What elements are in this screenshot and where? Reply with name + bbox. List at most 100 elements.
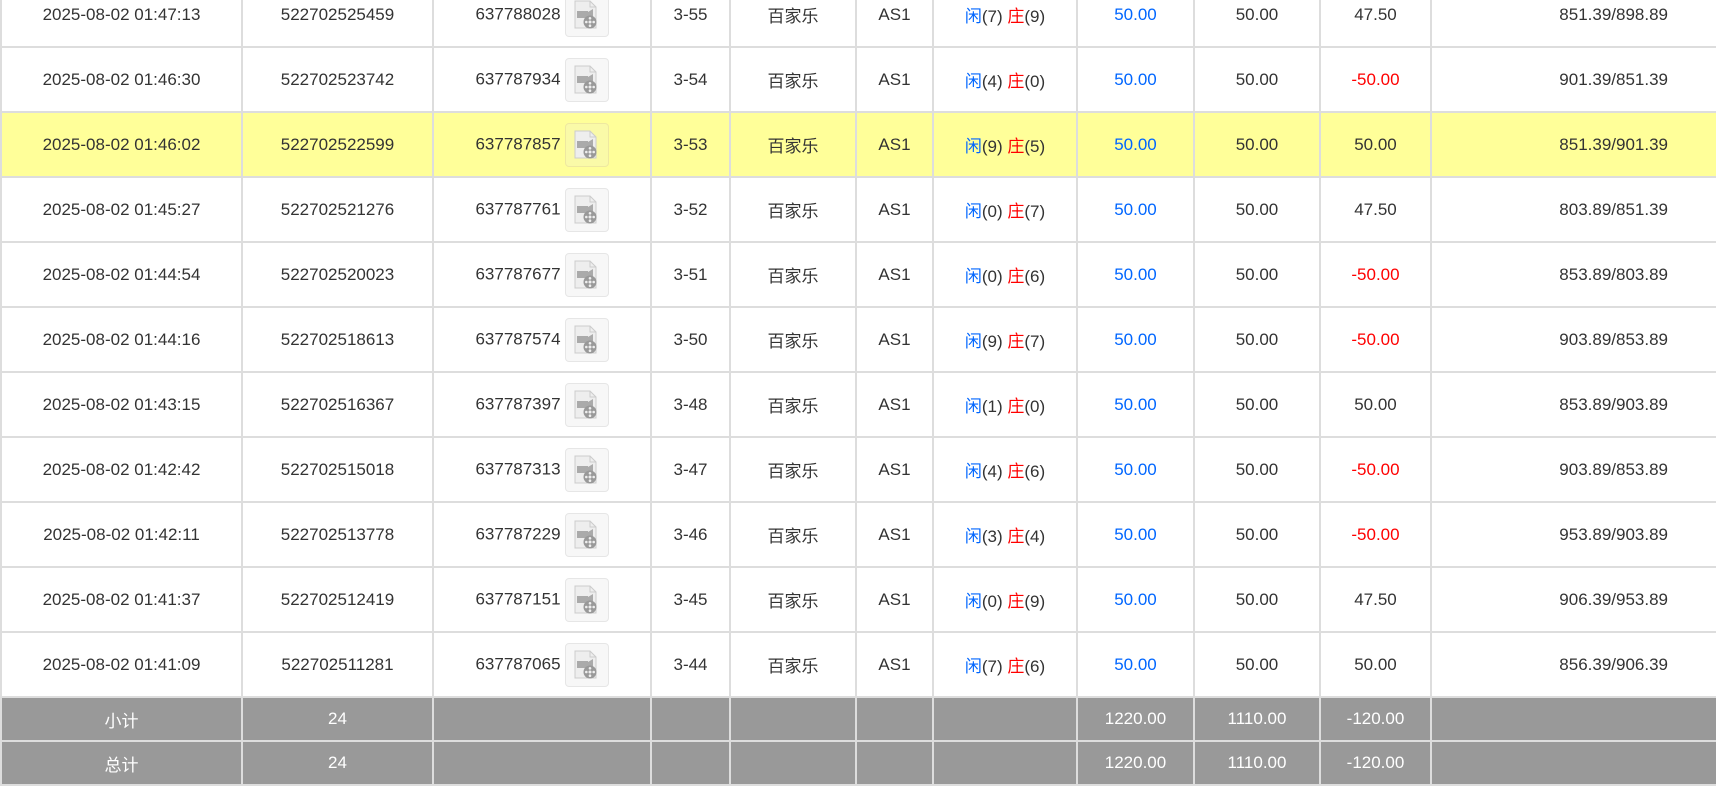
video-replay-icon[interactable] [564,512,609,557]
banker-points: (0) [1024,72,1046,91]
player-label: 闲 [964,7,982,26]
total-win: -120.00 [1319,740,1432,786]
valid-bet: 50.00 [1193,436,1321,503]
win-loss: -50.00 [1319,436,1432,503]
banker-points: (9) [1024,7,1046,26]
subtotal-count: 24 [241,696,434,742]
game-name: 百家乐 [729,241,857,308]
valid-bet: 50.00 [1193,111,1321,178]
shoe-round: 3-53 [650,111,731,178]
round-id-cell: 637788028 [432,0,652,48]
bet-id: 522702521276 [241,176,434,243]
bet-amount: 50.00 [1076,176,1195,243]
table-row: 2025-08-02 01:44:16 522702518613 6377875… [0,306,1716,373]
valid-bet: 50.00 [1193,46,1321,113]
banker-points: (6) [1024,657,1046,676]
bet-id: 522702515018 [241,436,434,503]
video-replay-icon[interactable] [564,252,609,297]
video-replay-icon[interactable] [564,577,609,622]
player-points: (7) [981,657,1003,676]
shoe-round: 3-52 [650,176,731,243]
banker-label: 庄 [1007,202,1025,221]
player-points: (9) [981,137,1003,156]
table-row: 2025-08-02 01:43:15 522702516367 6377873… [0,371,1716,438]
bet-time: 2025-08-02 01:41:37 [0,566,243,633]
shoe-round: 3-51 [650,241,731,308]
bet-time: 2025-08-02 01:45:27 [0,176,243,243]
result-cell: 闲(7) 庄(6) [932,631,1078,698]
banker-points: (6) [1024,267,1046,286]
banker-label: 庄 [1007,592,1025,611]
round-id: 637787065 [475,653,561,673]
valid-bet: 50.00 [1193,241,1321,308]
balance: 953.89/903.89 [1430,501,1716,568]
player-points: (1) [981,397,1003,416]
table-row: 2025-08-02 01:41:37 522702512419 6377871… [0,566,1716,633]
video-replay-icon[interactable] [564,642,609,687]
valid-bet: 50.00 [1193,0,1321,48]
bet-amount: 50.00 [1076,501,1195,568]
bet-amount: 50.00 [1076,46,1195,113]
banker-label: 庄 [1007,72,1025,91]
bet-time: 2025-08-02 01:46:02 [0,111,243,178]
round-id-cell: 637787761 [432,176,652,243]
bet-time: 2025-08-02 01:44:16 [0,306,243,373]
win-loss: -50.00 [1319,501,1432,568]
win-loss: -50.00 [1319,46,1432,113]
result-cell: 闲(4) 庄(0) [932,46,1078,113]
bet-amount: 50.00 [1076,631,1195,698]
balance: 856.39/906.39 [1430,631,1716,698]
empty-cell [650,740,731,786]
balance: 853.89/803.89 [1430,241,1716,308]
game-name: 百家乐 [729,371,857,438]
result-cell: 闲(3) 庄(4) [932,501,1078,568]
total-label: 总计 [0,740,243,786]
win-loss: 47.50 [1319,0,1432,48]
shoe-round: 3-45 [650,566,731,633]
shoe-round: 3-48 [650,371,731,438]
valid-bet: 50.00 [1193,371,1321,438]
game-name: 百家乐 [729,176,857,243]
banker-label: 庄 [1007,527,1025,546]
video-replay-icon[interactable] [564,317,609,362]
table-name: AS1 [855,631,934,698]
table-name: AS1 [855,46,934,113]
empty-cell [932,740,1078,786]
bet-amount: 50.00 [1076,306,1195,373]
bet-amount: 50.00 [1076,111,1195,178]
bet-time: 2025-08-02 01:41:09 [0,631,243,698]
round-id-cell: 637787677 [432,241,652,308]
empty-cell [855,740,934,786]
table-name: AS1 [855,566,934,633]
banker-points: (4) [1024,527,1046,546]
video-replay-icon[interactable] [564,447,609,492]
bet-time: 2025-08-02 01:42:11 [0,501,243,568]
bet-id: 522702520023 [241,241,434,308]
game-name: 百家乐 [729,0,857,48]
balance: 903.89/853.89 [1430,306,1716,373]
video-replay-icon[interactable] [564,0,609,37]
player-points: (0) [981,267,1003,286]
player-label: 闲 [964,527,982,546]
balance: 906.39/953.89 [1430,566,1716,633]
banker-label: 庄 [1007,267,1025,286]
video-replay-icon[interactable] [564,122,609,167]
balance: 853.89/903.89 [1430,371,1716,438]
shoe-round: 3-50 [650,306,731,373]
table-name: AS1 [855,176,934,243]
banker-points: (7) [1024,332,1046,351]
result-cell: 闲(9) 庄(7) [932,306,1078,373]
result-cell: 闲(0) 庄(7) [932,176,1078,243]
balance: 851.39/898.89 [1430,0,1716,48]
player-label: 闲 [964,657,982,676]
empty-cell [432,740,652,786]
round-id: 637787313 [475,458,561,478]
round-id: 637787574 [475,328,561,348]
video-replay-icon[interactable] [564,57,609,102]
player-points: (7) [981,7,1003,26]
video-replay-icon[interactable] [564,382,609,427]
win-loss: 47.50 [1319,566,1432,633]
video-replay-icon[interactable] [564,187,609,232]
game-name: 百家乐 [729,111,857,178]
